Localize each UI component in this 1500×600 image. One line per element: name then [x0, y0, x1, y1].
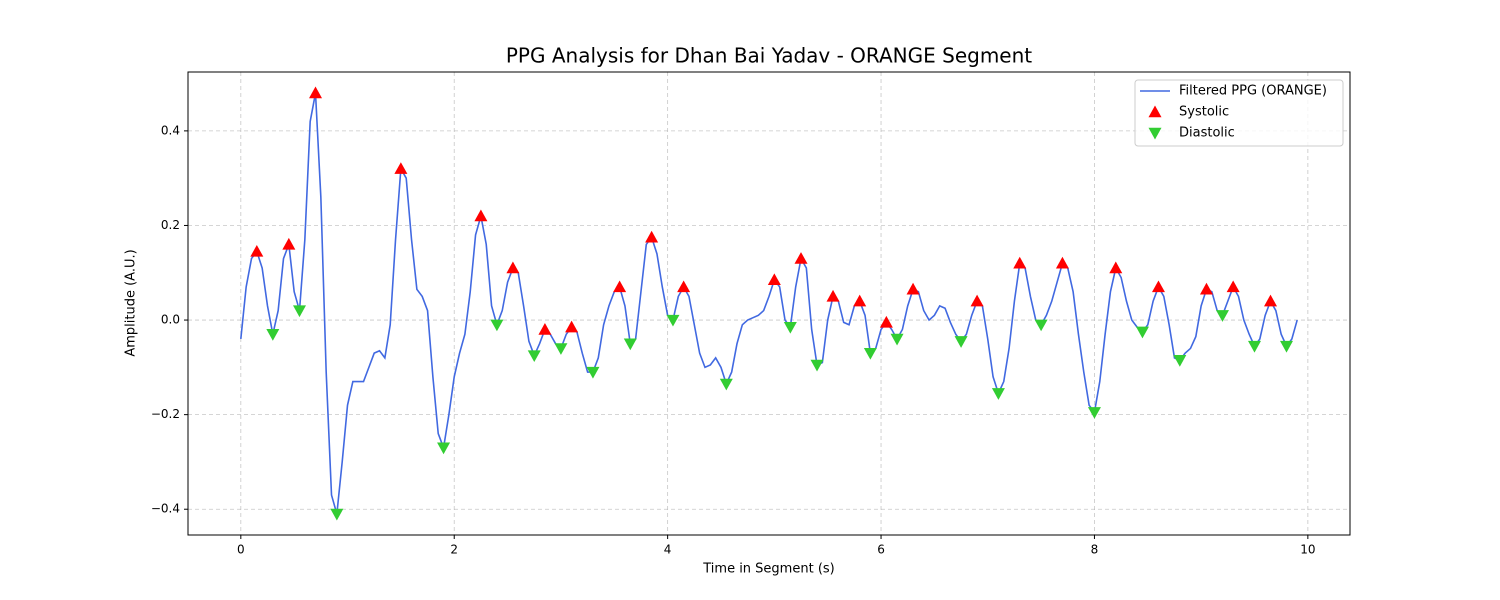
peak-marker	[1264, 294, 1278, 307]
peak-marker	[1087, 407, 1101, 419]
peak-marker	[863, 347, 877, 360]
peak-marker	[1248, 340, 1262, 353]
peak-marker	[613, 280, 627, 293]
peak-marker	[394, 162, 408, 174]
legend-swatch	[1148, 127, 1162, 140]
peak-marker	[970, 294, 984, 307]
legend: Filtered PPG (ORANGE) Systolic Diastolic	[1134, 79, 1344, 147]
peak-marker	[1173, 355, 1187, 367]
peak-marker	[1215, 310, 1229, 322]
x-axis-label: Time in Segment (s)	[702, 562, 834, 577]
peak-marker	[293, 305, 307, 318]
peak-marker	[250, 244, 264, 257]
peak-marker	[719, 378, 733, 391]
x-tick-label: 8	[1091, 543, 1099, 557]
legend-label: Systolic	[1179, 105, 1229, 120]
plot-frame	[187, 71, 1351, 536]
x-tick-label: 4	[664, 543, 672, 557]
peak-marker	[282, 237, 296, 250]
peak-marker	[474, 209, 488, 222]
peak-marker	[437, 442, 451, 455]
peak-marker	[783, 321, 797, 334]
peak-marker	[645, 230, 659, 243]
peak-marker	[1280, 340, 1294, 353]
peak-marker	[677, 280, 691, 293]
peak-marker	[890, 333, 904, 346]
peak-marker	[538, 323, 552, 335]
peak-marker	[1055, 256, 1069, 269]
peak-marker	[309, 86, 323, 99]
peak-marker	[1109, 261, 1123, 274]
peak-marker	[490, 319, 504, 332]
chart-title: PPG Analysis for Dhan Bai Yadav - ORANGE…	[506, 44, 1032, 68]
peak-marker	[527, 350, 541, 363]
y-tick-label: 0.0	[161, 313, 180, 327]
legend-label: Diastolic	[1179, 126, 1235, 141]
peak-marker	[554, 343, 568, 355]
peak-marker	[266, 329, 280, 341]
y-axis-label: Amplitude (A.U.)	[124, 249, 139, 356]
x-tick-label: 2	[450, 543, 458, 557]
peak-marker	[991, 388, 1005, 400]
peak-marker	[879, 315, 893, 328]
y-tick-label: −0.4	[151, 502, 180, 516]
peak-marker	[506, 261, 520, 274]
legend-box	[1134, 79, 1344, 147]
peak-marker	[794, 252, 808, 264]
peak-marker	[1013, 256, 1027, 269]
x-tick-label: 10	[1300, 543, 1315, 557]
legend-swatch	[1148, 105, 1162, 118]
peak-marker	[330, 508, 344, 521]
peak-marker	[1034, 319, 1048, 332]
peak-marker	[666, 314, 680, 327]
peak-marker	[906, 282, 920, 295]
peak-marker	[954, 336, 968, 348]
peak-marker	[1151, 280, 1165, 293]
peak-marker	[1199, 282, 1213, 295]
peak-marker	[565, 320, 579, 333]
y-tick-label: −0.2	[151, 407, 180, 421]
y-tick-label: 0.4	[161, 123, 180, 137]
peak-marker	[810, 359, 824, 372]
peak-marker	[1135, 326, 1149, 339]
x-tick-label: 0	[237, 543, 245, 557]
peak-marker	[623, 338, 637, 351]
legend-label: Filtered PPG (ORANGE)	[1179, 84, 1327, 99]
peak-marker	[853, 294, 867, 307]
peak-marker	[1226, 280, 1240, 293]
x-tick-label: 6	[877, 543, 885, 557]
peak-marker	[586, 366, 600, 379]
peak-marker	[767, 273, 781, 286]
peak-marker	[826, 289, 840, 302]
y-tick-label: 0.2	[161, 218, 180, 232]
data-line	[240, 92, 1298, 515]
